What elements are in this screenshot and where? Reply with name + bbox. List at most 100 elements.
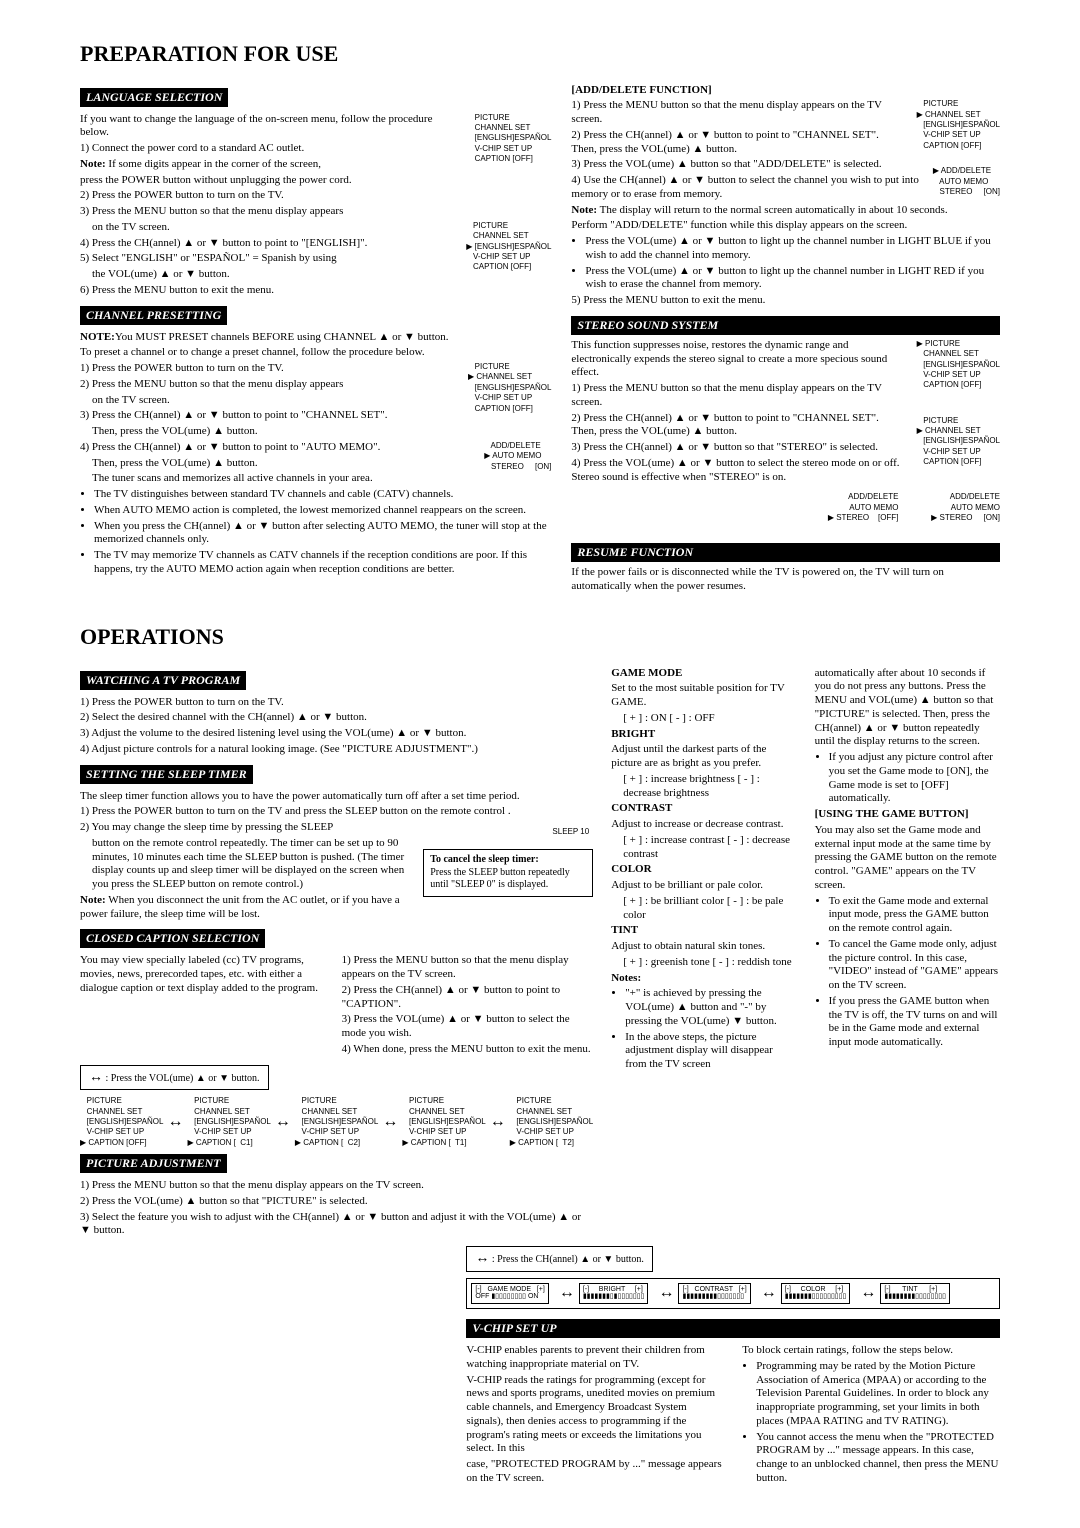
watch-s2: 2) Select the desired channel with the C… [80, 711, 593, 725]
chpreset-note-label: NOTE: [80, 331, 115, 343]
menu-picture-top: ▶ PICTURE CHANNEL SET [ENGLISH]ESPAÑOL V… [917, 339, 1000, 391]
menu-chset-r: PICTURE ▶ CHANNEL SET [ENGLISH]ESPAÑOL V… [917, 99, 1000, 151]
adddel-s5: 5) Press the MENU button to exit the men… [571, 294, 1000, 308]
notes-b2: In the above steps, the picture adjustme… [625, 1031, 796, 1072]
lang-note1-body: If some digits appear in the corner of t… [106, 158, 321, 170]
menu-adddel: ▶ ADD/DELETE AUTO MEMO STEREO [ON] [933, 166, 1000, 197]
watch-s4: 4) Adjust picture controls for a natural… [80, 743, 593, 757]
menu-chset: PICTURE ▶ CHANNEL SET [ENGLISH]ESPAÑOL V… [468, 362, 551, 414]
arrow-icon: ↔ [163, 1112, 187, 1132]
page-title-1: PREPARATION FOR USE [80, 40, 1000, 68]
cap-menu-t2: PICTURE CHANNEL SET [ENGLISH]ESPAÑOL V-C… [510, 1096, 593, 1148]
cap-menu-c1: PICTURE CHANNEL SET [ENGLISH]ESPAÑOL V-C… [187, 1096, 270, 1148]
header-watching-tv: WATCHING A TV PROGRAM [80, 671, 246, 690]
bright-body: Adjust until the darkest parts of the pi… [611, 743, 796, 771]
cc-s1: 1) Press the MENU button so that the men… [342, 954, 594, 982]
menu-stereo-on: ADD/DELETE AUTO MEMO ▶ STEREO [ON] [931, 492, 1000, 523]
game-body: Set to the most suitable position for TV… [611, 682, 796, 710]
color-vals: [ + ] : be brilliant color [ - ] : be pa… [623, 895, 796, 923]
using-game-p: You may also set the Game mode and exter… [815, 824, 1000, 893]
picadj-s2: 2) Press the VOL(ume) ▲ button so that "… [80, 1195, 593, 1209]
page-title-2: OPERATIONS [80, 623, 1000, 651]
lang-s3: 3) Press the MENU button so that the men… [80, 205, 551, 219]
header-resume: RESUME FUNCTION [571, 543, 1000, 562]
header-closed-caption: CLOSED CAPTION SELECTION [80, 929, 265, 948]
color-body: Adjust to be brilliant or pale color. [611, 879, 796, 893]
header-stereo-sound: STEREO SOUND SYSTEM [571, 316, 1000, 335]
arrow-icon: ↔ [378, 1112, 402, 1132]
arrow-icon: ↔ [654, 1283, 678, 1303]
picadj-s3: 3) Select the feature you wish to adjust… [80, 1211, 593, 1239]
watch-s3: 3) Adjust the volume to the desired list… [80, 727, 593, 741]
left-right-arrow-icon: ↔ [475, 1251, 489, 1266]
adddel-note: The display will return to the normal sc… [597, 204, 948, 216]
using-game-title: [USING THE GAME BUTTON] [815, 808, 1000, 822]
sleep-cancel-body: Press the SLEEP button repeatedly until … [430, 867, 570, 891]
chpreset-b2: When AUTO MEMO action is completed, the … [94, 504, 551, 518]
cc-strip: ↔ : Press the VOL(ume) ▲ or ▼ button. [80, 1065, 269, 1091]
bar-color: [-] COLOR [+] ▮▮▮▮▮▮▮▯▯▯▯▯▯▯▯▯ [781, 1283, 851, 1304]
notes-title: Notes: [611, 972, 796, 986]
using-game-b3: If you press the GAME button when the TV… [829, 995, 1000, 1050]
menu-chset-r2: PICTURE ▶ CHANNEL SET [ENGLISH]ESPAÑOL V… [917, 416, 1000, 468]
picture-strip-text: : Press the CH(annel) ▲ or ▼ button. [489, 1254, 644, 1265]
menu-automemo: ADD/DELETE ▶ AUTO MEMO STEREO [ON] [484, 441, 551, 472]
adddel-note-label: Note: [571, 204, 597, 216]
chpreset-b1: The TV distinguishes between standard TV… [94, 488, 551, 502]
picture-bars-row: [-] GAME MODE [+] OFF ▮▯▯▯▯▯▯▯▯ ON ↔ [-]… [466, 1278, 1000, 1309]
lang-note1-label: Note: [80, 158, 106, 170]
header-sleep-timer: SETTING THE SLEEP TIMER [80, 765, 253, 784]
arrow-icon: ↔ [271, 1112, 295, 1132]
bar-contrast: [-] CONTRAST [+] ▮▮▮▮▮▮▮▮▮▯▯▯▯▯▯▯ [678, 1283, 750, 1304]
lang-s2: 2) Press the POWER button to turn on the… [80, 189, 551, 203]
using-game-b1: To exit the Game mode and external input… [829, 895, 1000, 936]
cap-menu-off: PICTURE CHANNEL SET [ENGLISH]ESPAÑOL V-C… [80, 1096, 163, 1148]
header-picture-adj: PICTURE ADJUSTMENT [80, 1154, 227, 1173]
sleep-intro: The sleep timer function allows you to h… [80, 790, 593, 804]
cap-menu-c2: PICTURE CHANNEL SET [ENGLISH]ESPAÑOL V-C… [295, 1096, 378, 1148]
menu-display-1: PICTURE CHANNEL SET [ENGLISH]ESPAÑOL V-C… [468, 113, 551, 165]
arrow-icon: ↔ [486, 1112, 510, 1132]
cc-s3: 3) Press the VOL(ume) ▲ or ▼ button to s… [342, 1013, 594, 1041]
chpreset-s3b: Then, press the VOL(ume) ▲ button. [92, 425, 551, 439]
contrast-title: CONTRAST [611, 802, 796, 816]
lang-s1b: press the POWER button without unpluggin… [80, 174, 551, 188]
prep-right-column: [ADD/DELETE FUNCTION] PICTURE ▶ CHANNEL … [571, 82, 1000, 596]
chpreset-note: You MUST PRESET channels BEFORE using CH… [115, 331, 449, 343]
cc-s2: 2) Press the CH(annel) ▲ or ▼ button to … [342, 984, 594, 1012]
vchip-r-b1: Programming may be rated by the Motion P… [756, 1360, 1000, 1429]
chpreset-intro: To preset a channel or to change a prese… [80, 346, 551, 360]
picadj-s1: 1) Press the MENU button so that the men… [80, 1179, 593, 1193]
color-title: COLOR [611, 863, 796, 877]
picture-strip: ↔ : Press the CH(annel) ▲ or ▼ button. [466, 1246, 653, 1272]
vchip-r-intro: To block certain ratings, follow the ste… [742, 1344, 1000, 1358]
resume-body: If the power fails or is disconnected wh… [571, 566, 1000, 594]
bar-bright: [-] BRIGHT [+] ▮▮▮▮▮▮▮▯▮▯▯▯▯▯▯▯ [579, 1283, 649, 1304]
vchip-r-b2: You cannot access the menu when the "PRO… [756, 1431, 1000, 1486]
using-game-b2: To cancel the Game mode only, adjust the… [829, 938, 1000, 993]
bar-game: [-] GAME MODE [+] OFF ▮▯▯▯▯▯▯▯▯ ON [471, 1283, 548, 1304]
prep-left-column: LANGUAGE SELECTION PICTURE CHANNEL SET [… [80, 82, 551, 596]
sleep-cancel-title: To cancel the sleep timer: [430, 854, 539, 865]
header-language-selection: LANGUAGE SELECTION [80, 88, 228, 107]
menu-stereo-off: ADD/DELETE AUTO MEMO ▶ STEREO [OFF] [828, 492, 899, 523]
tint-title: TINT [611, 924, 796, 938]
sleep-s1: 1) Press the POWER button to turn on the… [80, 805, 593, 819]
bar-tint: [-] TINT [+] ▮▮▮▮▮▮▮▮▯▯▯▯▯▯▯▯ [880, 1283, 950, 1304]
sleep-note-label: Note: [80, 894, 106, 906]
adddel-b2: Press the VOL(ume) ▲ or ▼ button to ligh… [585, 265, 1000, 293]
game-vals: [ + ] : ON [ - ] : OFF [623, 712, 796, 726]
watch-s1: 1) Press the POWER button to turn on the… [80, 696, 593, 710]
tint-body: Adjust to obtain natural skin tones. [611, 940, 796, 954]
chpreset-b4: The TV may memorize TV channels as CATV … [94, 549, 551, 577]
tint-vals: [ + ] : greenish tone [ - ] : reddish to… [623, 956, 796, 970]
bright-vals: [ + ] : increase brightness [ - ] : decr… [623, 773, 796, 801]
sleep-label: SLEEP 10 [423, 821, 593, 843]
cc-strip-text: : Press the VOL(ume) ▲ or ▼ button. [103, 1073, 260, 1084]
game-title: GAME MODE [611, 667, 796, 681]
chpreset-s4: 4) Press the CH(annel) ▲ or ▼ button to … [80, 441, 551, 455]
left-right-arrow-icon: ↔ [89, 1070, 103, 1085]
vchip-p2: V-CHIP reads the ratings for programming… [466, 1374, 724, 1457]
auto-p1: automatically after about 10 seconds if … [815, 667, 1000, 750]
cc-s4: 4) When done, press the MENU button to e… [342, 1043, 594, 1057]
